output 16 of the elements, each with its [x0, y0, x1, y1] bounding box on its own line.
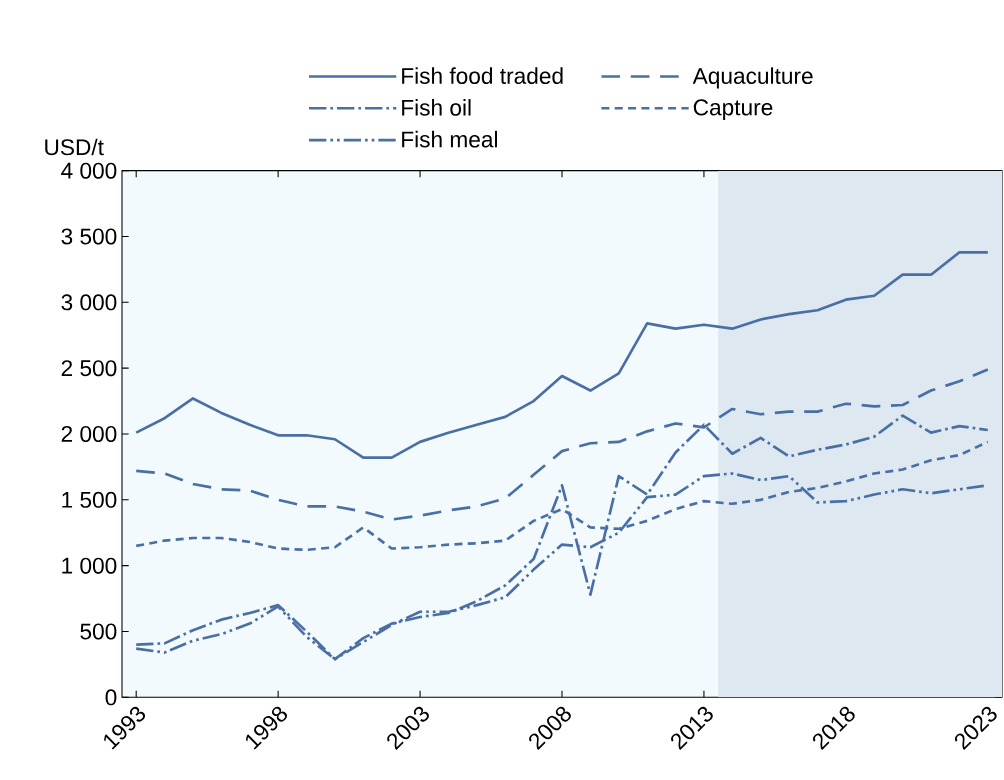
legend-label: Aquaculture	[692, 67, 813, 89]
y-tick-label: 2 500	[61, 360, 117, 377]
y-tick-label: 2 000	[61, 425, 117, 443]
y-tick-label: 3 500	[61, 228, 117, 245]
y-tick-label: 1 000	[62, 557, 117, 574]
legend-label: Capture	[693, 99, 773, 120]
y-tick-label: 1 500	[62, 491, 117, 508]
legend-label: Fish oil	[402, 99, 471, 116]
y-tick-label: 3 000	[61, 294, 117, 311]
legend-label: Fish meal	[402, 130, 497, 148]
y-tick-label: 4 000	[61, 162, 117, 179]
y-tick-label: 0	[105, 689, 117, 706]
line-series	[134, 250, 990, 460]
y-axis-title: USD/t	[45, 138, 104, 156]
legend-label: Fish food traded	[402, 67, 563, 84]
y-tick-label: 500	[80, 623, 117, 640]
